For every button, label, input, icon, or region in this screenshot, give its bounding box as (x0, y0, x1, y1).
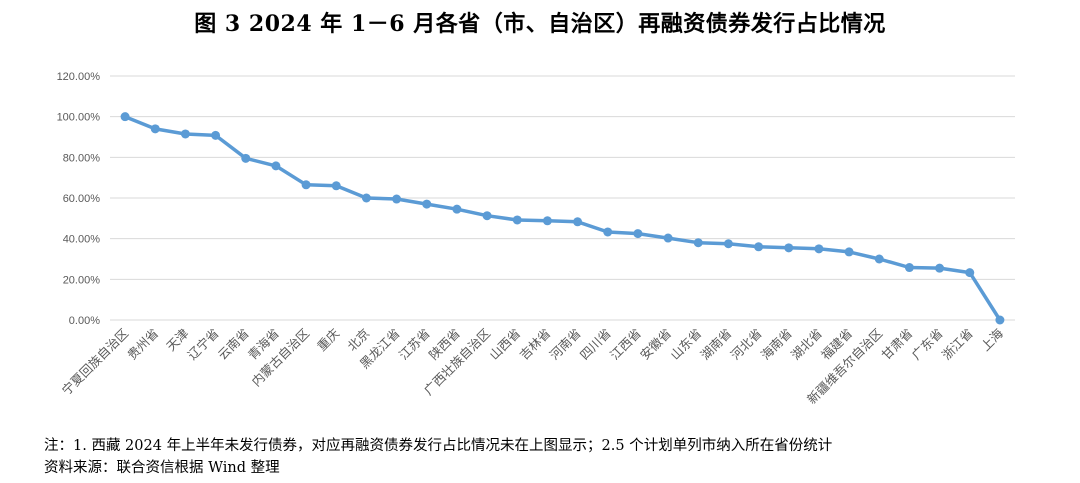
data-point (120, 112, 130, 122)
data-point (784, 243, 794, 253)
data-point (814, 244, 824, 254)
x-tick-label: 山西省 (486, 326, 523, 363)
x-tick-label: 安徽省 (637, 326, 674, 363)
x-tick-label: 河南省 (547, 326, 584, 363)
data-point (482, 211, 492, 221)
x-tick-label: 江苏省 (396, 326, 433, 363)
gridlines (110, 75, 1015, 321)
x-tick-label: 湖北省 (788, 326, 825, 363)
data-point (995, 315, 1005, 325)
data-point (422, 199, 432, 209)
data-point (874, 254, 884, 264)
x-tick-label: 云南省 (215, 326, 252, 363)
y-tick-label: 40.00% (63, 234, 101, 246)
x-tick-label: 海南省 (758, 326, 795, 363)
y-tick-label: 20.00% (63, 274, 101, 286)
x-tick-label: 重庆 (314, 325, 343, 354)
x-tick-label: 贵州省 (124, 326, 161, 363)
data-point (844, 247, 854, 257)
y-tick-label: 0.00% (69, 315, 100, 327)
data-point (542, 216, 552, 226)
series-markers (120, 112, 1005, 325)
data-point (150, 124, 160, 134)
line-chart: 0.00% 20.00% 40.00% 60.00% 80.00% 100.00% 120.… (57, 71, 1015, 407)
y-tick-label: 80.00% (63, 152, 101, 164)
y-axis-ticks: 0.00% 20.00% 40.00% 60.00% 80.00% 100.00% 120.… (57, 71, 101, 327)
data-point (904, 263, 914, 273)
data-point (693, 238, 703, 248)
x-tick-label: 吉林省 (516, 326, 553, 363)
y-tick-label: 120.00% (57, 71, 101, 83)
data-point (180, 129, 190, 139)
x-tick-label: 辽宁省 (185, 326, 222, 363)
data-point (603, 227, 613, 237)
data-point (392, 194, 402, 204)
data-point (723, 239, 733, 249)
data-point (331, 181, 341, 191)
x-tick-label: 江西省 (607, 326, 644, 363)
data-point (965, 268, 975, 278)
series-line-path (123, 114, 1002, 322)
data-point (361, 193, 371, 203)
data-point (754, 242, 764, 252)
data-point (271, 161, 281, 171)
data-point (935, 263, 945, 273)
data-point (301, 180, 311, 190)
x-tick-label: 甘肃省 (878, 326, 915, 363)
x-tick-label: 浙江省 (939, 326, 976, 363)
data-point (573, 217, 583, 227)
data-point (663, 233, 673, 243)
x-tick-label: 上海 (978, 325, 1007, 354)
x-tick-label: 广东省 (909, 326, 946, 363)
source-line: 资料来源：联合资信根据 Wind 整理 (44, 460, 280, 476)
chart-title: 图 3 2024 年 1－6 月各省（市、自治区）再融资债券发行占比情况 (194, 11, 886, 37)
data-point (633, 229, 643, 239)
x-tick-label: 四川省 (577, 326, 614, 363)
series-line (123, 114, 1002, 322)
x-tick-label: 宁夏回族自治区 (59, 326, 131, 398)
y-tick-label: 60.00% (63, 193, 101, 205)
chart-notes: 注：1. 西藏 2024 年上半年未发行债券，对应再融资债券发行占比情况未在上图… (44, 435, 832, 479)
x-tick-label: 河北省 (728, 326, 765, 363)
data-point (512, 215, 522, 225)
data-point (241, 153, 251, 163)
data-point (452, 204, 462, 214)
data-point (211, 130, 221, 140)
x-tick-label: 山东省 (667, 326, 704, 363)
y-tick-label: 100.00% (57, 112, 101, 124)
x-tick-label: 湖南省 (697, 326, 734, 363)
note-line: 注：1. 西藏 2024 年上半年未发行债券，对应再融资债券发行占比情况未在上图… (44, 438, 833, 454)
